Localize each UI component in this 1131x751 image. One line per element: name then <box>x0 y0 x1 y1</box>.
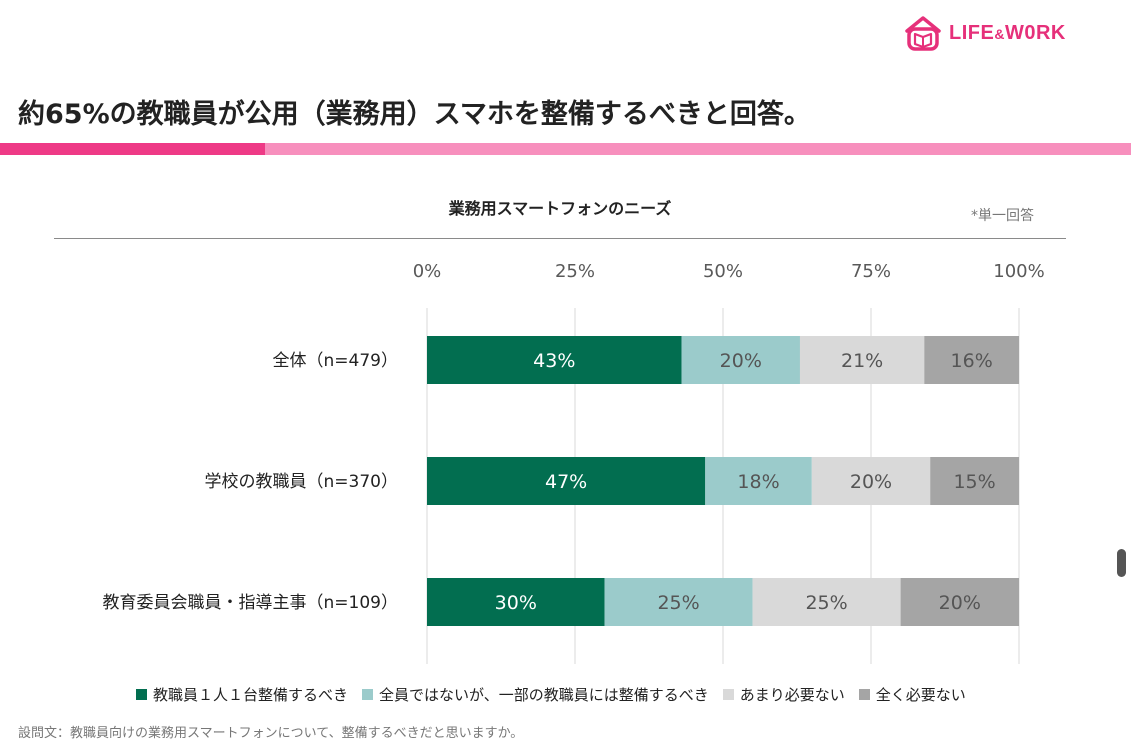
data-label: 30% <box>495 592 537 614</box>
legend-item: 全く必要ない <box>858 684 966 705</box>
bar-segment <box>799 336 925 384</box>
legend-label: 全く必要ない <box>875 686 966 704</box>
data-label: 25% <box>657 592 699 614</box>
chart-legend: 教職員１人１台整備するべき 全員ではないが、一部の教職員には整備するべき あまり必要… <box>136 684 980 705</box>
legend-item: 全員ではないが、一部の教職員には整備するべき <box>362 684 709 705</box>
bar-segment <box>930 457 1019 505</box>
x-tick-label: 25% <box>555 261 595 282</box>
data-label: 15% <box>953 471 995 493</box>
legend-label: あまり必要ない <box>739 686 845 704</box>
scrollbar-thumb[interactable] <box>1117 549 1126 577</box>
legend-label: 全員ではないが、一部の教職員には整備するべき <box>379 686 709 704</box>
data-label: 16% <box>951 350 993 372</box>
data-label: 20% <box>939 592 981 614</box>
x-tick-label: 100% <box>993 261 1044 282</box>
data-label: 21% <box>841 350 883 372</box>
bar-segment <box>900 578 1019 626</box>
legend-label: 教職員１人１台整備するべき <box>153 686 349 704</box>
accent-band-light <box>265 143 1131 155</box>
legend-item: 教職員１人１台整備するべき <box>136 684 348 705</box>
legend-swatch <box>722 689 734 700</box>
title-divider <box>54 238 1066 239</box>
data-label: 47% <box>545 471 587 493</box>
x-tick-label: 50% <box>703 261 743 282</box>
answer-type-note: *単一回答 <box>971 208 1034 224</box>
category-label: 教育委員会職員・指導主事（n=109） <box>103 593 398 613</box>
accent-band-dark <box>0 143 265 155</box>
category-label: 学校の教職員（n=370） <box>205 472 398 492</box>
legend-swatch <box>858 689 870 700</box>
data-label: 18% <box>737 471 779 493</box>
bar-segment <box>427 578 605 626</box>
x-tick-label: 0% <box>413 261 442 282</box>
legend-swatch <box>362 689 374 700</box>
bar-segment <box>604 578 753 626</box>
legend-swatch <box>136 689 147 700</box>
page-headline: 約65%の教職員が公用（業務用）スマホを整備するべきと回答。 <box>18 99 811 130</box>
data-label: 20% <box>720 350 762 372</box>
category-label: 全体（n=479） <box>273 351 398 371</box>
bar-segment <box>705 457 812 505</box>
bar-segment <box>427 336 682 384</box>
house-book-icon <box>905 16 941 51</box>
data-label: 25% <box>805 592 847 614</box>
chart-title: 業務用スマートフォンのニーズ <box>448 199 672 218</box>
bar-segment <box>427 457 706 505</box>
legend-item: あまり必要ない <box>722 684 845 705</box>
bar-segment <box>681 336 800 384</box>
logo-text: LIFE&W0RK <box>949 21 1066 44</box>
bar-segment <box>811 457 931 505</box>
question-footnote: 設問文：教職員向けの業務用スマートフォンについて、整備するべきだと思いますか。 <box>18 726 524 741</box>
data-label: 20% <box>850 471 892 493</box>
bar-segment <box>924 336 1019 384</box>
brand-logo[interactable]: LIFE&W0RK <box>903 14 1066 52</box>
bar-segment <box>752 578 901 626</box>
data-label: 43% <box>533 350 575 372</box>
x-tick-label: 75% <box>851 261 891 282</box>
